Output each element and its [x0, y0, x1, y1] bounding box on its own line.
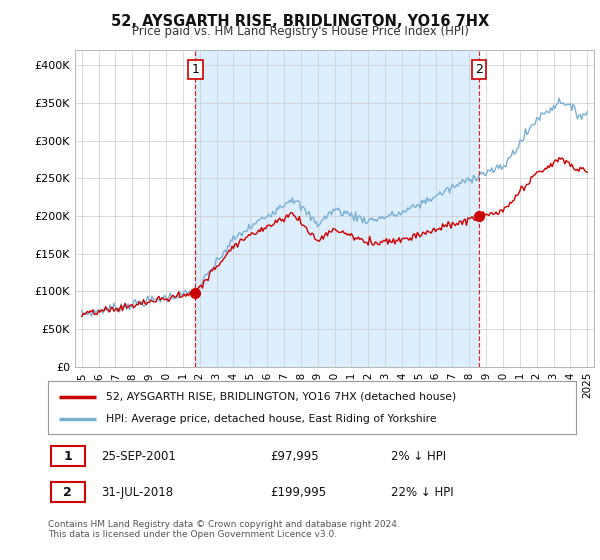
- Text: 1: 1: [191, 63, 199, 76]
- Text: HPI: Average price, detached house, East Riding of Yorkshire: HPI: Average price, detached house, East…: [106, 414, 437, 424]
- Text: Price paid vs. HM Land Registry's House Price Index (HPI): Price paid vs. HM Land Registry's House …: [131, 25, 469, 38]
- Text: 31-JUL-2018: 31-JUL-2018: [101, 486, 173, 498]
- Bar: [196, 50, 479, 367]
- Text: £199,995: £199,995: [270, 486, 326, 498]
- Text: 2% ↓ HPI: 2% ↓ HPI: [391, 450, 446, 463]
- FancyBboxPatch shape: [50, 482, 85, 502]
- Text: 22% ↓ HPI: 22% ↓ HPI: [391, 486, 454, 498]
- Text: Contains HM Land Registry data © Crown copyright and database right 2024.
This d: Contains HM Land Registry data © Crown c…: [48, 520, 400, 539]
- FancyBboxPatch shape: [50, 446, 85, 466]
- Text: 2: 2: [64, 486, 72, 498]
- Text: £97,995: £97,995: [270, 450, 319, 463]
- Text: 52, AYSGARTH RISE, BRIDLINGTON, YO16 7HX: 52, AYSGARTH RISE, BRIDLINGTON, YO16 7HX: [111, 14, 489, 29]
- Text: 1: 1: [64, 450, 72, 463]
- Text: 2: 2: [475, 63, 483, 76]
- Text: 52, AYSGARTH RISE, BRIDLINGTON, YO16 7HX (detached house): 52, AYSGARTH RISE, BRIDLINGTON, YO16 7HX…: [106, 392, 457, 402]
- Text: 25-SEP-2001: 25-SEP-2001: [101, 450, 176, 463]
